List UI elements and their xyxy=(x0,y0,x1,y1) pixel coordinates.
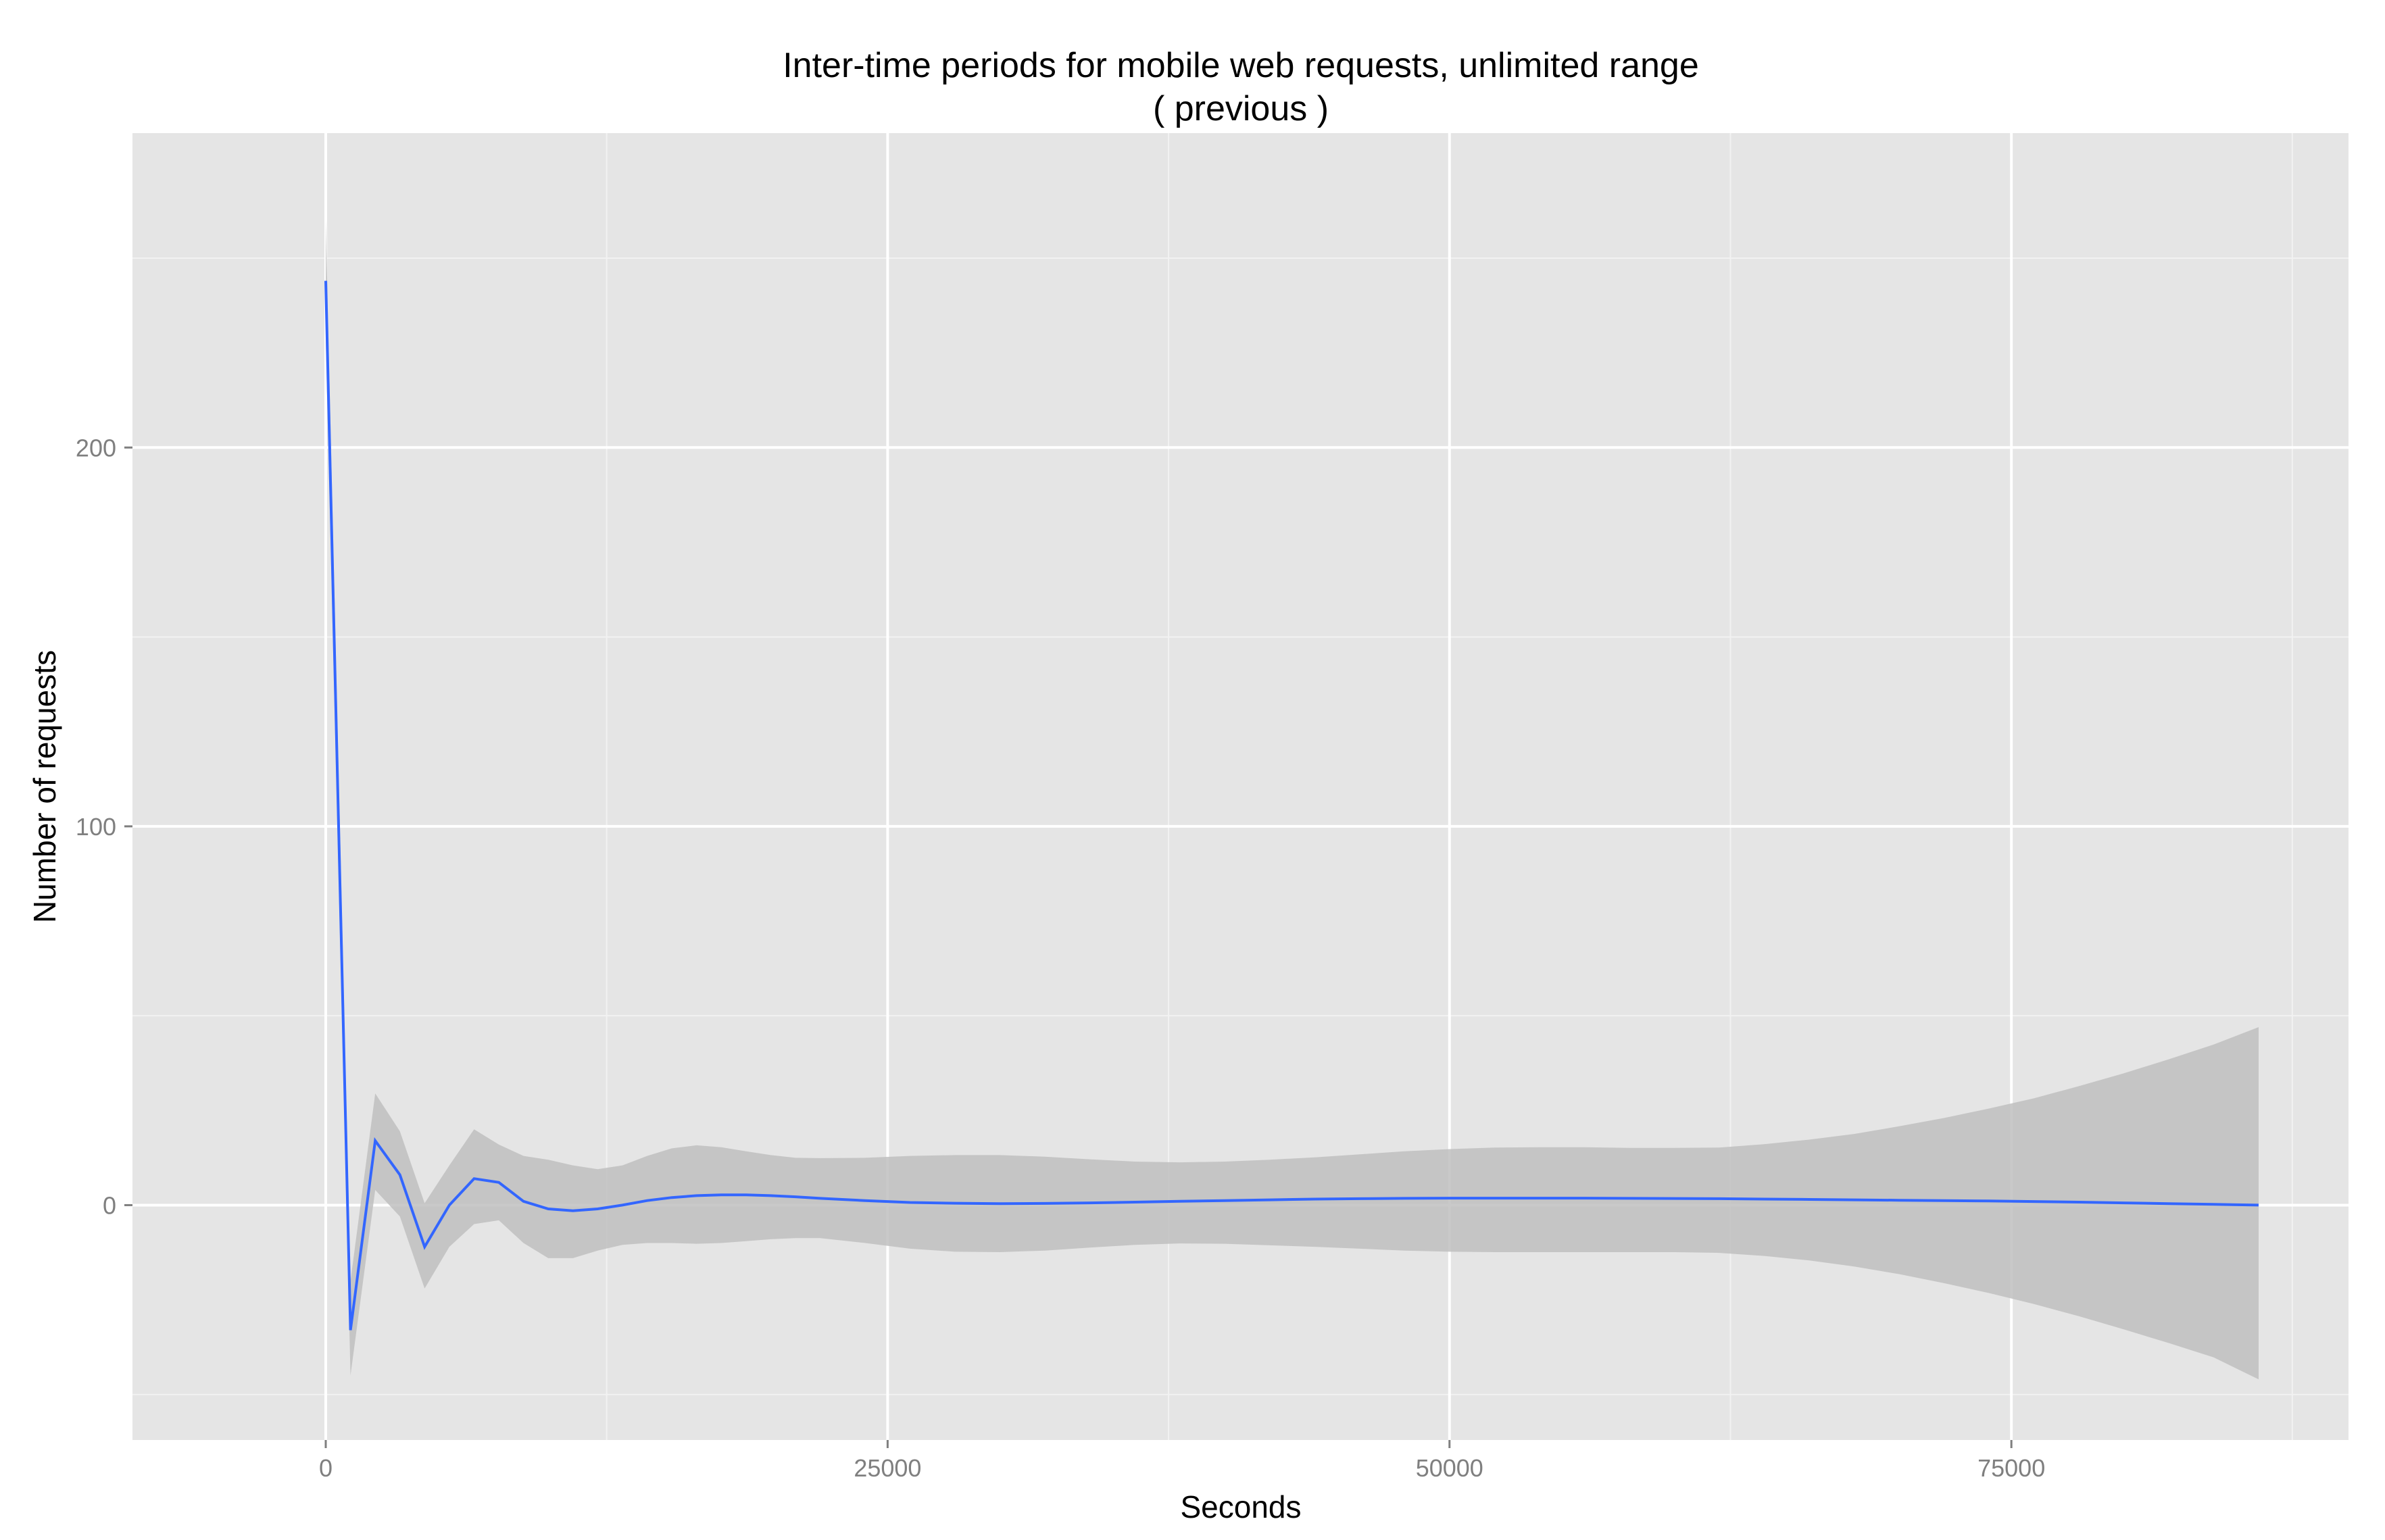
y-tick-label: 200 xyxy=(76,434,116,462)
x-tick-label: 25000 xyxy=(854,1454,921,1482)
y-axis-ticks: 0 100 200 xyxy=(76,434,132,1219)
y-axis-title: Number of requests xyxy=(27,650,62,923)
minor-gridlines xyxy=(132,133,2349,1440)
x-axis-ticks: 0 25000 50000 75000 xyxy=(319,1440,2045,1482)
x-tick-label: 50000 xyxy=(1416,1454,1483,1482)
y-tick-label: 100 xyxy=(76,813,116,841)
chart-title: Inter-time periods for mobile web reques… xyxy=(783,46,1699,85)
chart-subtitle: ( previous ) xyxy=(1153,89,1329,128)
x-tick-label: 75000 xyxy=(1977,1454,2045,1482)
series-line xyxy=(324,280,2259,1331)
confidence-band xyxy=(326,220,2259,1380)
x-axis-title: Seconds xyxy=(1180,1489,1301,1524)
x-tick-label: 0 xyxy=(319,1454,333,1482)
y-tick-label: 0 xyxy=(103,1191,116,1219)
